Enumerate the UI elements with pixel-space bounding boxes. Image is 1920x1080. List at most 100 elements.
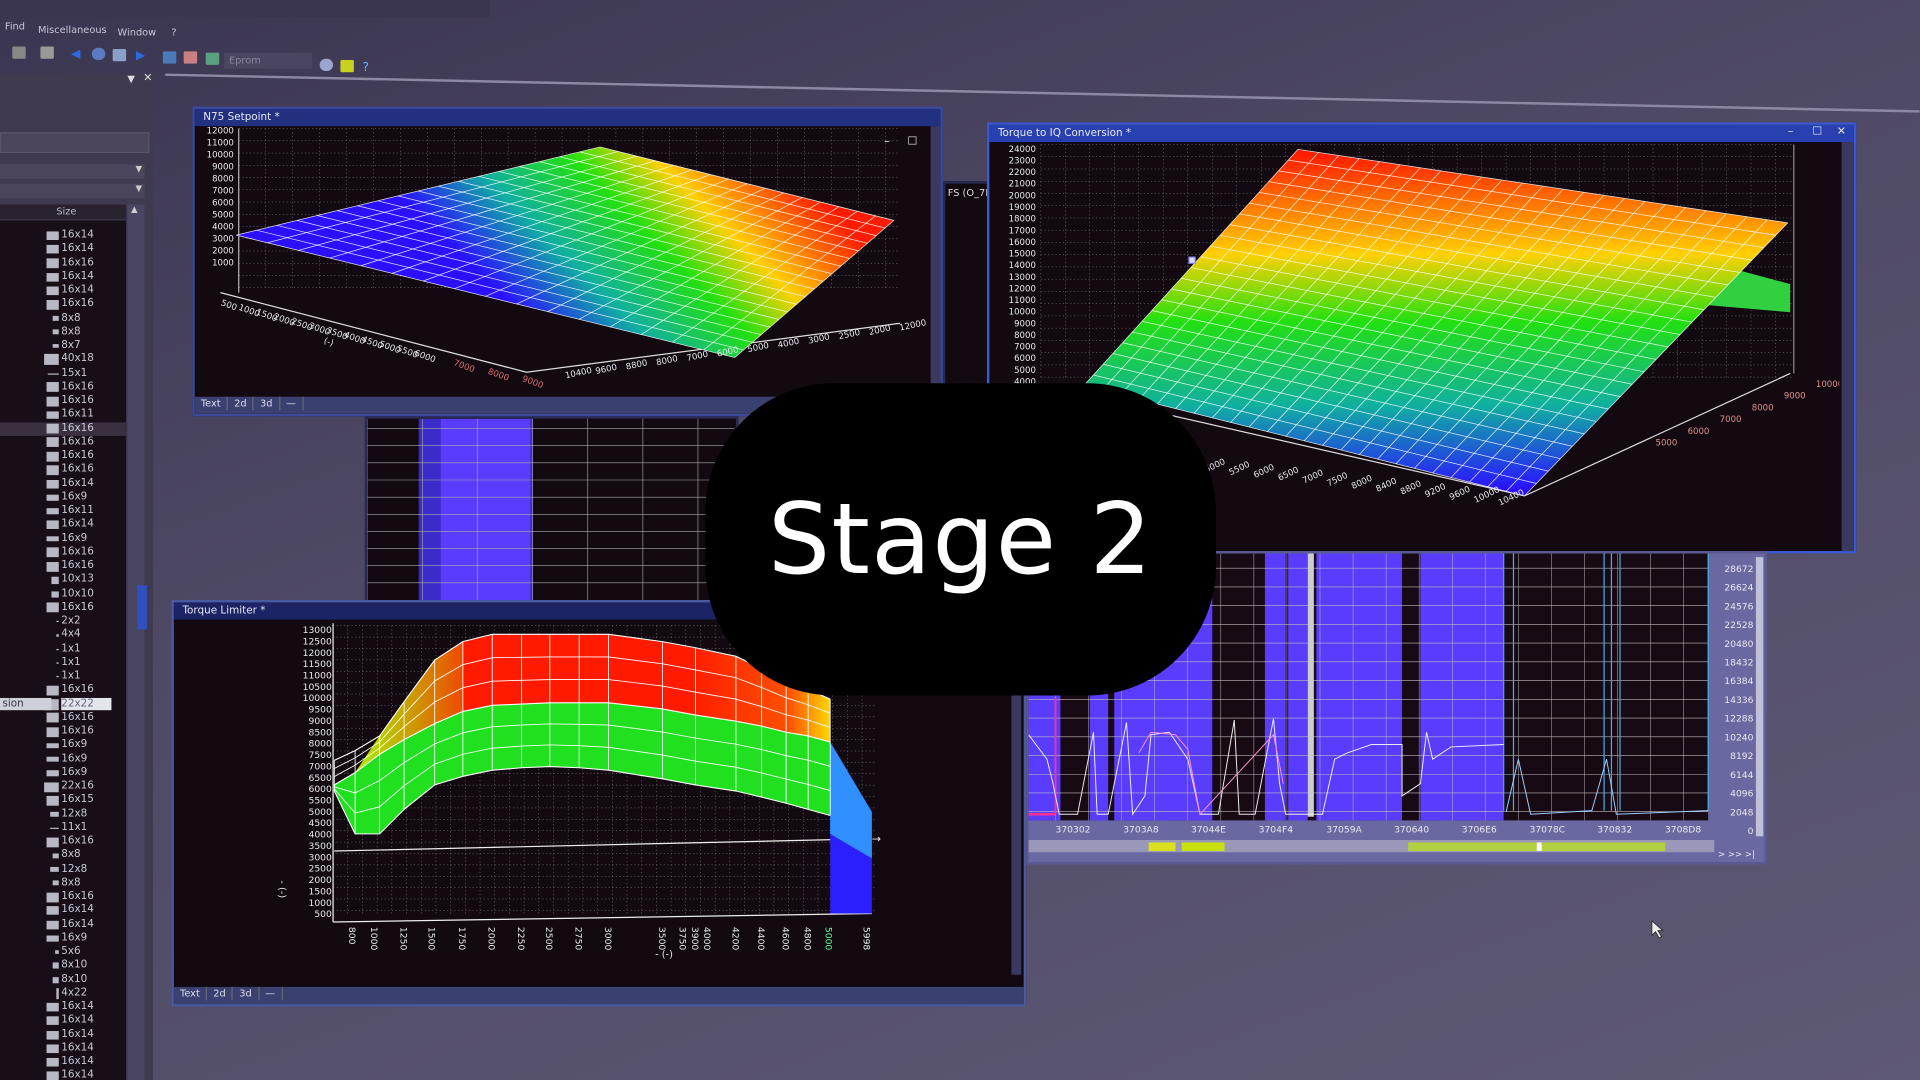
list-item[interactable]: 12x8 xyxy=(0,863,126,876)
list-item[interactable]: 16x16 xyxy=(0,725,126,738)
forward-arrow-icon[interactable]: ▶ xyxy=(135,48,146,63)
list-item[interactable]: 16x16 xyxy=(0,463,126,476)
list-item[interactable]: 16x9 xyxy=(0,752,126,765)
tab-minus[interactable]: — xyxy=(259,986,283,1001)
list-item[interactable]: 16x11 xyxy=(0,408,126,421)
help-yellow-icon[interactable] xyxy=(340,60,354,73)
filter-dropdown-2[interactable]: ▼ xyxy=(0,183,145,199)
list-item[interactable]: 16x14 xyxy=(0,284,126,297)
settings-gear-icon[interactable] xyxy=(319,58,334,72)
list-item[interactable]: 16x14 xyxy=(0,518,126,531)
n75-setpoint-window[interactable]: N75 Setpoint * – ☐ ✕ 1200011000100009000… xyxy=(192,106,943,417)
scroll-nav-buttons[interactable]: > >> >| xyxy=(1718,850,1755,860)
list-item[interactable]: 2x2 xyxy=(0,615,126,628)
list-item[interactable]: 16x16 xyxy=(0,684,126,697)
minimize-icon[interactable]: – xyxy=(884,135,890,149)
scroll-up-icon[interactable]: ▲ xyxy=(131,204,138,215)
cloud-download-icon[interactable] xyxy=(91,47,106,61)
maximize-icon[interactable]: ☐ xyxy=(1812,126,1823,139)
list-item[interactable]: 16x16 xyxy=(0,890,126,903)
torque-limiter-window[interactable]: Torque Limiter * → 13000 12500 12000 11500 11… xyxy=(171,600,1027,1007)
context-help-icon[interactable]: ? xyxy=(362,61,369,75)
list-item[interactable]: 4x22 xyxy=(0,987,126,1000)
tab-text[interactable]: Text xyxy=(174,986,208,1001)
list-item[interactable]: 16x14 xyxy=(0,918,126,931)
list-item[interactable]: 4x4 xyxy=(0,628,126,641)
list-item[interactable]: 16x16 xyxy=(0,711,126,724)
list-item[interactable]: 16x16 xyxy=(0,381,126,394)
list-item[interactable]: sion 22x22 xyxy=(0,697,126,710)
list-item[interactable]: 16x16 xyxy=(0,298,126,311)
list-item[interactable]: 15x1 xyxy=(0,367,126,380)
list-item[interactable]: 16x14 xyxy=(0,1042,126,1055)
list-item[interactable]: 40x18 xyxy=(0,353,126,366)
filter-dropdown-1[interactable]: ▼ xyxy=(0,164,145,179)
list-item[interactable]: 16x9 xyxy=(0,532,126,545)
list-item[interactable]: 16x15 xyxy=(0,794,126,807)
n75-3d-chart[interactable]: 12000 11000 10000 9000 8000 7000 6000 5000 4000 3… xyxy=(195,126,941,402)
menu-window[interactable]: Window xyxy=(117,26,157,38)
torque-to-iq-window[interactable]: Torque to IQ Conversion * – ☐ ✕ 24000 230… xyxy=(986,122,1857,554)
panel-close-icon[interactable]: ✕ xyxy=(143,72,153,85)
minimize-icon[interactable]: – xyxy=(1787,126,1794,139)
list-item[interactable]: 16x11 xyxy=(0,504,126,517)
list-item[interactable]: 8x8 xyxy=(0,312,126,325)
list-item[interactable]: 10x13 xyxy=(0,573,126,586)
hex-graph[interactable]: 2867226624245762252820480184321638414336… xyxy=(1028,553,1765,862)
back-arrow-icon[interactable]: ◀ xyxy=(71,47,81,62)
cloud-upload-icon[interactable] xyxy=(112,48,127,62)
menu-find[interactable]: Find xyxy=(4,20,25,32)
torque-limiter-chart[interactable]: → 130001250012000115001100010500100009500… xyxy=(174,619,1024,987)
maximize-icon[interactable]: ☐ xyxy=(907,135,918,149)
list-item[interactable]: 16x9 xyxy=(0,932,126,945)
list-item[interactable]: 16x16 xyxy=(0,601,126,614)
list-item[interactable]: 12x8 xyxy=(0,808,126,821)
list-item[interactable]: 16x14 xyxy=(0,243,126,256)
list-item[interactable]: 8x10 xyxy=(0,959,126,972)
list-item[interactable]: 16x14 xyxy=(0,904,126,917)
list-item[interactable]: 8x10 xyxy=(0,973,126,986)
list-scrollbar[interactable]: ▲ xyxy=(127,204,145,1080)
eprom-select[interactable]: Eprom xyxy=(224,52,313,69)
list-item[interactable]: 16x16 xyxy=(0,449,126,462)
iq-title-bar[interactable]: Torque to IQ Conversion * xyxy=(989,124,1854,143)
list-item[interactable]: 16x14 xyxy=(0,1056,126,1069)
list-item[interactable]: 16x14 xyxy=(0,1014,126,1027)
size-column-header[interactable]: Size xyxy=(56,205,77,217)
panel-dropdown-icon[interactable]: ▼ xyxy=(127,73,135,85)
menu-help[interactable]: ? xyxy=(171,26,177,38)
list-item[interactable]: 8x8 xyxy=(0,876,126,889)
partial-window[interactable]: FS (O_7F xyxy=(942,181,992,402)
list-item[interactable]: 16x14 xyxy=(0,1000,126,1013)
list-item[interactable]: 16x16 xyxy=(0,835,126,848)
close-icon[interactable]: ✕ xyxy=(1836,126,1846,139)
list-item[interactable]: 16x9 xyxy=(0,491,126,504)
list-item[interactable]: 1x1 xyxy=(0,656,126,669)
tab-text[interactable]: Text xyxy=(195,396,228,411)
splitter-handle[interactable] xyxy=(137,585,147,630)
tab-2d[interactable]: 2d xyxy=(207,986,234,1001)
tab-3d[interactable]: 3d xyxy=(233,986,260,1001)
list-item[interactable]: 16x16 xyxy=(0,394,126,407)
list-item[interactable]: 16x9 xyxy=(0,766,126,779)
n75-title-bar[interactable]: N75 Setpoint * xyxy=(194,108,941,127)
list-item[interactable]: 16x9 xyxy=(0,739,126,752)
list-item[interactable]: 16x14 xyxy=(0,229,126,242)
vertical-scrollbar[interactable] xyxy=(1841,142,1854,552)
list-item[interactable]: 16x16 xyxy=(0,560,126,573)
list-item[interactable]: 16x14 xyxy=(0,1028,126,1041)
layout-icon[interactable] xyxy=(40,46,54,59)
search-input[interactable] xyxy=(0,132,150,154)
list-item[interactable]: 16x14 xyxy=(0,477,126,490)
list-item[interactable]: 16x16 xyxy=(0,546,126,559)
list-item[interactable]: 10x10 xyxy=(0,587,126,600)
list-item[interactable]: 8x8 xyxy=(0,325,126,338)
list-item[interactable]: 8x8 xyxy=(0,849,126,862)
view-f-icon[interactable] xyxy=(205,52,220,65)
list-item[interactable]: 11x1 xyxy=(0,821,126,834)
menu-miscellaneous[interactable]: Miscellaneous xyxy=(37,24,107,36)
vertical-scrollbar[interactable] xyxy=(930,126,941,402)
list-item[interactable]: 16x16 xyxy=(0,436,126,449)
list-item[interactable]: 5x6 xyxy=(0,945,126,958)
list-item[interactable]: 1x1 xyxy=(0,670,126,683)
